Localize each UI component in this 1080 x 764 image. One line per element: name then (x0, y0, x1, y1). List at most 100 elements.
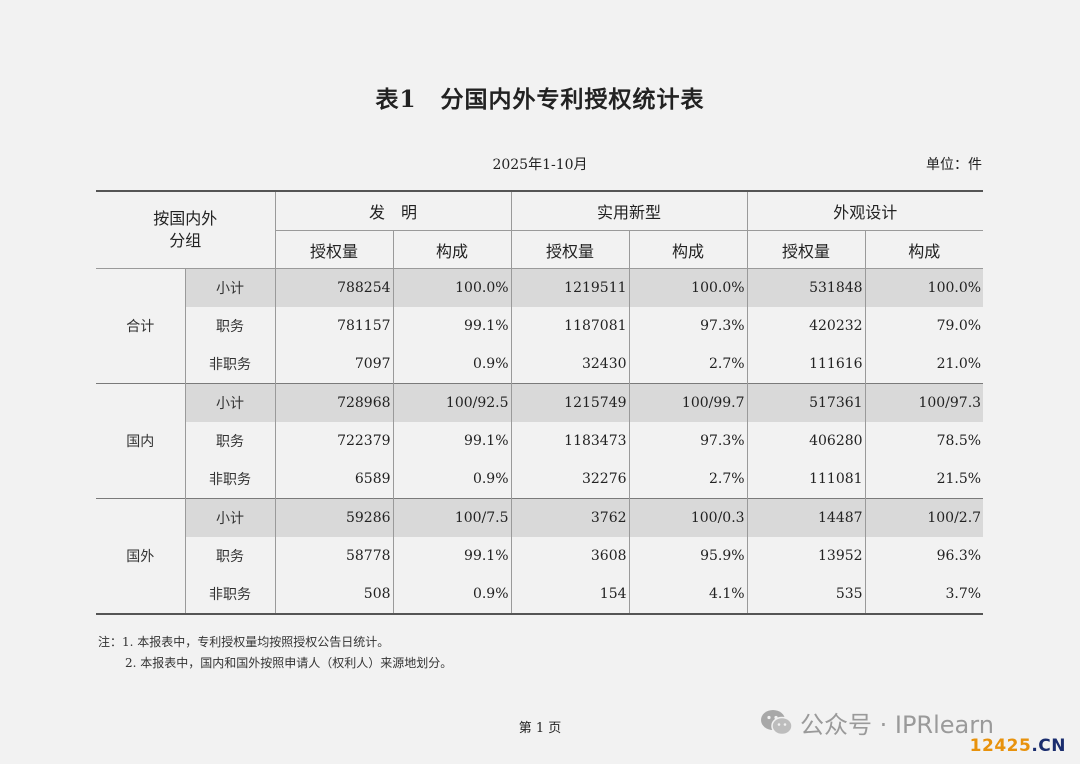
table-row: 非职务 6589 0.9% 32276 2.7% 111081 21.5% (96, 460, 983, 499)
header-design: 外观设计 (747, 191, 984, 231)
footnote-2: 2. 本报表中，国内和国外按照申请人（权利人）来源地划分。 (125, 656, 453, 670)
cell-design-share: 100.0% (865, 268, 984, 307)
cell-invention-qty: 6589 (275, 460, 394, 499)
cell-invention-qty: 781157 (275, 307, 394, 345)
row-label: 非职务 (185, 460, 276, 499)
cell-utility-share: 97.3% (629, 307, 748, 345)
cell-invention-qty: 59286 (275, 498, 394, 537)
wechat-icon (760, 709, 794, 737)
cell-design-share: 3.7% (945, 586, 982, 602)
section-0: 合计 小计 788254 100.0% 1219511 100.0% 531848 100.0… (96, 268, 984, 384)
cell-utility-qty: 3608 (511, 537, 630, 575)
cell-design-qty: 111081 (747, 460, 866, 499)
row-label: 小计 (185, 498, 276, 537)
cell-utility-qty: 32430 (511, 345, 630, 384)
section-name: 合计 (96, 268, 186, 384)
cell-design-qty: 406280 (747, 422, 866, 460)
patent-grant-table: 按国内外 分组 发 明 实用新型 外观设计 授权量 构成 授权量 构成 授权量 … (96, 190, 984, 615)
cell-utility-qty: 154 (511, 575, 630, 614)
header-invention-qty: 授权量 (275, 230, 394, 269)
footnotes: 注：1. 本报表中，专利授权量均按照授权公告日统计。 2. 本报表中，国内和国外… (98, 632, 452, 674)
cell-design-share: 21.0% (936, 356, 982, 372)
cell-design-share: 79.0% (936, 318, 982, 334)
watermark: 公众号 · IPRlearn (760, 705, 994, 740)
cell-design-share: 96.3% (936, 548, 982, 564)
cell-invention-share: 99.1% (393, 307, 512, 345)
cell-design-share: 21.5% (936, 471, 982, 487)
cell-utility-share: 2.7% (629, 345, 748, 384)
footnote-1: 注：1. 本报表中，专利授权量均按照授权公告日统计。 (98, 635, 390, 649)
row-label: 小计 (185, 268, 276, 307)
header-group: 按国内外 分组 (96, 191, 276, 269)
row-label: 非职务 (185, 575, 276, 614)
cell-invention-share: 0.9% (393, 460, 512, 499)
cell-utility-share: 100.0% (629, 268, 748, 307)
table-row: 职务 58778 99.1% 3608 95.9% 13952 96.3% (96, 537, 983, 575)
header-group-text: 按国内外 分组 (153, 209, 218, 250)
header-invention: 发 明 (275, 191, 512, 231)
header-row-categories: 按国内外 分组 发 明 实用新型 外观设计 (96, 191, 984, 269)
cell-utility-qty: 1219511 (511, 268, 630, 307)
cell-utility-share: 2.7% (629, 460, 748, 499)
header-invention-share: 构成 (393, 230, 512, 269)
cell-design-share: 100/2.7 (865, 498, 984, 537)
cell-design-qty: 535 (747, 575, 866, 614)
section-name: 国外 (96, 498, 186, 614)
row-label: 职务 (185, 537, 276, 575)
section-2: 国外 小计 59286 100/7.5 3762 100/0.3 14487 100/2.7 职… (96, 498, 984, 614)
cell-design-qty: 420232 (747, 307, 866, 345)
table-row: 国外 小计 59286 100/7.5 3762 100/0.3 14487 100/2.7 (96, 498, 984, 614)
site-logo-domain: .CN (1031, 736, 1066, 756)
table-title: 表1 分国内外专利授权统计表 (375, 86, 705, 113)
cell-invention-share: 100/7.5 (393, 498, 512, 537)
cell-design-qty: 14487 (747, 498, 866, 537)
cell-utility-share: 4.1% (629, 575, 748, 614)
site-logo-number: 12425 (969, 736, 1032, 756)
watermark-text: 公众号 · IPRlearn (800, 711, 994, 739)
cell-utility-share: 100/99.7 (629, 383, 748, 422)
row-label: 小计 (185, 383, 276, 422)
cell-invention-share: 0.9% (393, 575, 512, 614)
cell-invention-share: 99.1% (393, 537, 512, 575)
table-row: 职务 781157 99.1% 1187081 97.3% 420232 79.0% (96, 307, 983, 345)
table-row: 国内 小计 728968 100/92.5 1215749 100/99.7 517361 1… (96, 383, 984, 499)
cell-invention-qty: 508 (275, 575, 394, 614)
section-1: 国内 小计 728968 100/92.5 1215749 100/99.7 517361 1… (96, 383, 984, 499)
site-logo: 12425.CN (970, 736, 1066, 756)
header-utility-model: 实用新型 (511, 191, 748, 231)
cell-design-qty: 13952 (747, 537, 866, 575)
cell-invention-share: 99.1% (393, 422, 512, 460)
table-row: 合计 小计 788254 100.0% 1219511 100.0% 531848 100.0… (96, 268, 984, 384)
header-row-subcolumns: 授权量 构成 授权量 构成 授权量 构成 (96, 230, 984, 269)
cell-invention-qty: 722379 (275, 422, 394, 460)
cell-design-qty: 517361 (747, 383, 866, 422)
cell-utility-share: 97.3% (629, 422, 748, 460)
page-number: 第 1 页 (518, 721, 562, 736)
unit-label: 单位：件 (926, 157, 982, 173)
cell-utility-qty: 1215749 (511, 383, 630, 422)
cell-invention-share: 0.9% (393, 345, 512, 384)
table-row: 非职务 508 0.9% 154 4.1% 535 3.7% (96, 575, 983, 614)
cell-design-share: 78.5% (936, 433, 982, 449)
cell-design-share: 100/97.3 (865, 383, 984, 422)
section-name: 国内 (96, 383, 186, 499)
header-utility-share: 构成 (629, 230, 748, 269)
cell-invention-qty: 728968 (275, 383, 394, 422)
cell-utility-share: 100/0.3 (629, 498, 748, 537)
header-design-qty: 授权量 (747, 230, 866, 269)
report-period: 2025年1-10月 (492, 157, 588, 173)
cell-invention-qty: 58778 (275, 537, 394, 575)
cell-invention-qty: 7097 (275, 345, 394, 384)
header-design-share: 构成 (865, 230, 984, 269)
cell-utility-qty: 1183473 (511, 422, 630, 460)
row-label: 非职务 (185, 345, 276, 384)
cell-design-qty: 111616 (747, 345, 866, 384)
row-label: 职务 (185, 307, 276, 345)
cell-utility-qty: 32276 (511, 460, 630, 499)
cell-invention-share: 100.0% (393, 268, 512, 307)
row-label: 职务 (185, 422, 276, 460)
cell-design-qty: 531848 (747, 268, 866, 307)
table-row: 非职务 7097 0.9% 32430 2.7% 111616 21.0% (96, 345, 983, 384)
cell-utility-qty: 3762 (511, 498, 630, 537)
table-row: 职务 722379 99.1% 1183473 97.3% 406280 78.5% (96, 422, 983, 460)
